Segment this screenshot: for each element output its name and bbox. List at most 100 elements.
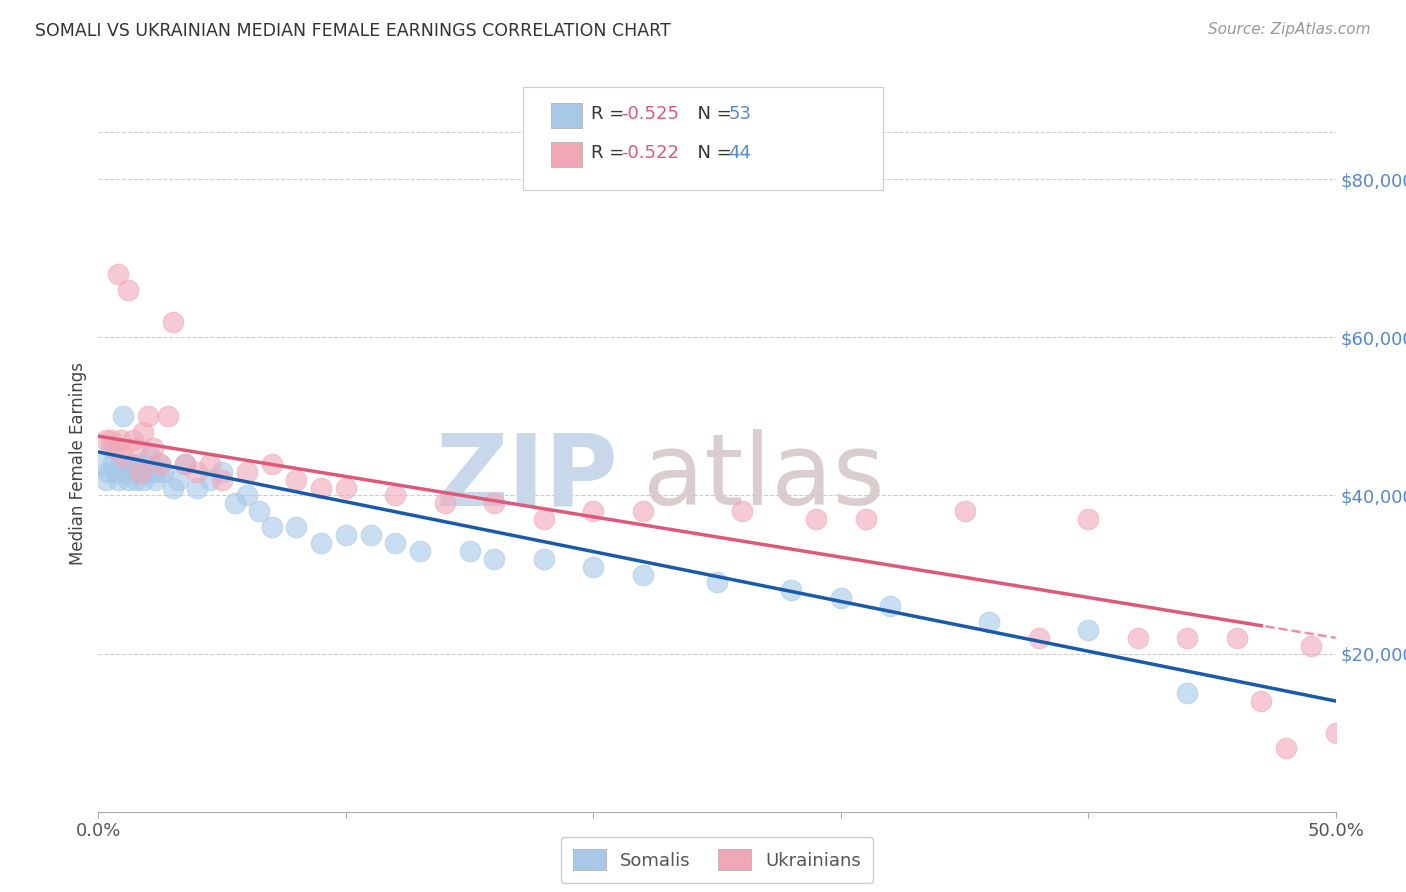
Point <box>103 457 125 471</box>
Point <box>117 473 139 487</box>
Point <box>409 544 432 558</box>
Point <box>830 591 852 606</box>
Point <box>1175 631 1198 645</box>
Point <box>132 473 155 487</box>
Point <box>149 457 172 471</box>
Point <box>97 465 120 479</box>
Point <box>582 504 605 518</box>
Text: 44: 44 <box>728 145 751 162</box>
Point <box>855 512 877 526</box>
Point <box>129 465 152 479</box>
Point <box>224 496 246 510</box>
Point <box>93 457 115 471</box>
Point <box>1324 725 1347 739</box>
Point <box>146 465 169 479</box>
Point <box>631 504 654 518</box>
Point <box>458 544 481 558</box>
Point <box>136 409 159 424</box>
Text: Source: ZipAtlas.com: Source: ZipAtlas.com <box>1208 22 1371 37</box>
Point <box>384 488 406 502</box>
Point <box>124 441 146 455</box>
Point <box>260 520 283 534</box>
Legend: Somalis, Ukrainians: Somalis, Ukrainians <box>561 837 873 883</box>
Point <box>186 481 208 495</box>
Point <box>1299 639 1322 653</box>
Point <box>260 457 283 471</box>
Point <box>124 473 146 487</box>
Point <box>236 465 259 479</box>
Point <box>107 267 129 281</box>
Point <box>236 488 259 502</box>
Text: SOMALI VS UKRAINIAN MEDIAN FEMALE EARNINGS CORRELATION CHART: SOMALI VS UKRAINIAN MEDIAN FEMALE EARNIN… <box>35 22 671 40</box>
Point <box>94 433 117 447</box>
Point <box>136 465 159 479</box>
Point <box>117 283 139 297</box>
Point <box>156 409 179 424</box>
Point <box>143 473 166 487</box>
Point <box>384 536 406 550</box>
Point <box>979 615 1001 629</box>
Text: N =: N = <box>686 105 738 123</box>
Point <box>94 473 117 487</box>
Point <box>139 449 162 463</box>
Point <box>198 473 221 487</box>
Point <box>731 504 754 518</box>
Point <box>247 504 270 518</box>
Point <box>149 457 172 471</box>
Point <box>1077 623 1099 637</box>
Point <box>533 551 555 566</box>
Point <box>1275 741 1298 756</box>
Point <box>631 567 654 582</box>
Point <box>360 528 382 542</box>
Point <box>104 441 127 455</box>
Text: R =: R = <box>591 145 630 162</box>
Point <box>1028 631 1050 645</box>
Point <box>1250 694 1272 708</box>
Point <box>162 314 184 328</box>
Point <box>110 433 132 447</box>
Text: ZIP: ZIP <box>436 429 619 526</box>
Text: -0.522: -0.522 <box>621 145 679 162</box>
Point <box>285 473 308 487</box>
Point <box>1226 631 1249 645</box>
Point <box>309 481 332 495</box>
Point <box>211 473 233 487</box>
Point <box>1126 631 1149 645</box>
Point <box>142 441 165 455</box>
Point <box>174 457 197 471</box>
Point <box>484 551 506 566</box>
Point <box>127 457 149 471</box>
Point <box>152 465 174 479</box>
Point <box>112 449 135 463</box>
Point <box>132 425 155 440</box>
Point <box>110 457 132 471</box>
Point <box>309 536 332 550</box>
Point <box>433 496 456 510</box>
Point <box>879 599 901 614</box>
Point <box>582 559 605 574</box>
Point <box>533 512 555 526</box>
Point <box>122 465 145 479</box>
Point <box>1077 512 1099 526</box>
Point <box>134 457 156 471</box>
Text: N =: N = <box>686 145 738 162</box>
Point <box>706 575 728 590</box>
Point <box>953 504 976 518</box>
Point <box>112 409 135 424</box>
Point <box>335 481 357 495</box>
Point <box>104 465 127 479</box>
Point <box>100 441 122 455</box>
Y-axis label: Median Female Earnings: Median Female Earnings <box>69 362 87 566</box>
Point <box>780 583 803 598</box>
Point <box>129 465 152 479</box>
Point <box>484 496 506 510</box>
Point <box>285 520 308 534</box>
Point <box>162 481 184 495</box>
Point <box>142 465 165 479</box>
Point <box>100 433 122 447</box>
Text: atlas: atlas <box>643 429 884 526</box>
Point <box>174 457 197 471</box>
Point <box>186 465 208 479</box>
Point <box>120 457 142 471</box>
Point <box>114 465 136 479</box>
